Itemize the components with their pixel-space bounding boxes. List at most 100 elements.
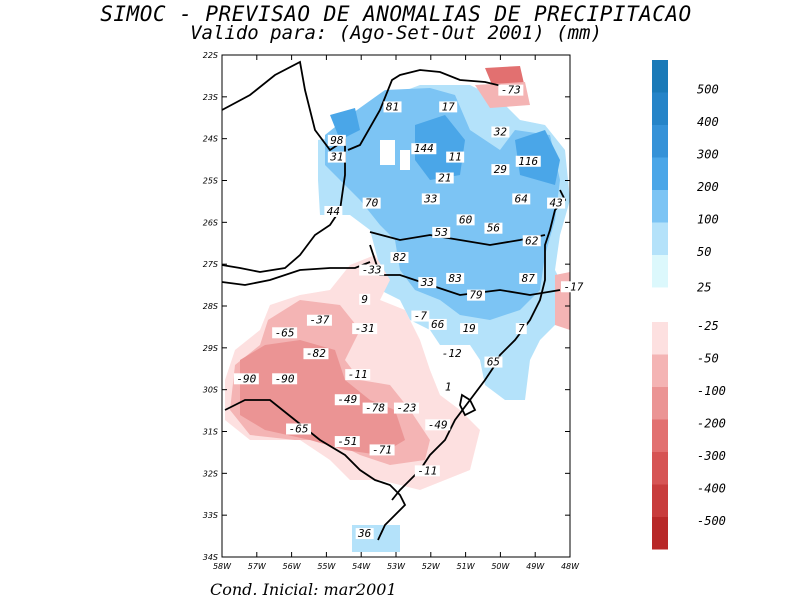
anomaly-label-bg [362,197,381,209]
lat-tick-label: 23S [203,93,218,102]
anomaly-label: 98 [330,134,344,147]
anomaly-label: 7 [518,322,525,335]
anomaly-label-bg [327,134,346,146]
lon-tick-label: 56W [283,562,302,571]
colorbar-label-negative: -25 [697,319,719,333]
anomaly-label-bg [491,126,510,138]
map-subtitle: Valido para: (Ago-Set-Out 2001) (mm) [190,22,602,44]
colorbar-label-positive: 50 [697,245,711,259]
colorbar-swatch-positive [652,92,668,125]
anomaly-label-bg [515,155,541,167]
anomaly-label-bg [345,369,371,381]
anomaly-label: 81 [386,100,399,113]
anomaly-label-bg [547,197,566,209]
colorbar-label-negative: -50 [697,352,719,366]
colorbar-swatch-positive [652,60,668,93]
anomaly-label: 43 [549,197,562,210]
colorbar-swatch-negative [652,484,668,517]
anomaly-label: -90 [275,372,295,385]
colorbar-swatch-negative [652,452,668,485]
anomaly-label-bg [439,348,465,360]
anomaly-label-bg [362,402,388,414]
anomaly-label: -78 [365,402,385,415]
colorbar-swatch-negative [652,387,668,420]
anomaly-label-bg [442,381,454,393]
anomaly-label-bg [446,151,465,163]
anomaly-label: -51 [337,435,357,448]
anomaly-label-bg [512,193,531,205]
anomaly-label-bg [359,293,371,305]
anomaly-label-bg [327,151,346,163]
anomaly-label: -7 [414,310,428,323]
anomaly-label-bg [515,323,527,335]
lat-tick-label: 29S [203,344,218,353]
border-uruguay [224,399,407,541]
anomaly-label-bg [355,528,374,540]
anomaly-label-bg [428,318,447,330]
anomaly-label: 53 [435,226,448,239]
colorbar-swatch-negative [652,322,668,355]
lat-tick-label: 30S [203,386,218,395]
anomaly-label: -33 [362,264,382,277]
anomaly-label: -23 [397,402,417,415]
anomaly-label: -17 [564,280,584,293]
longitude-axis: 58W 57W 56W 55W 54W 53W 52W 51W 50W 49W 48W [213,55,580,571]
map-title: SIMOC - PREVISAO DE ANOMALIAS DE PRECIPI… [100,2,692,26]
anomaly-label-bg [383,101,402,113]
lon-tick-label: 58W [213,562,232,571]
lat-tick-label: 28S [203,302,218,311]
anomaly-label-bg [393,402,419,414]
positive-gap [380,140,410,170]
anomaly-label: -11 [348,368,368,381]
anomaly-label-bg [467,289,486,301]
anomaly-label: 62 [525,234,539,247]
anomaly-label-bg [411,143,437,155]
lat-tick-label: 34S [203,553,218,562]
anomaly-label: 31 [329,151,343,164]
anomaly-label-bg [334,436,360,448]
lon-tick-label: 48W [561,562,580,571]
anomaly-label: 17 [442,100,456,113]
border-argentina [221,261,371,286]
negative-field-strong [240,340,405,455]
lon-tick-label: 53W [387,562,406,571]
lat-tick-label: 32S [203,469,218,478]
anomaly-label-bg [369,444,395,456]
colorbar-label-positive: 200 [697,180,719,194]
anomaly-label: 11 [449,151,462,164]
lat-tick-label: 24S [203,135,218,144]
anomaly-label-bg [272,327,298,339]
anomaly-label: -11 [417,464,437,477]
colorbar-label-negative: -100 [697,384,726,398]
anomaly-label: -71 [372,443,392,456]
anomaly-label-bg [390,251,409,263]
anomaly-label-bg [491,164,510,176]
anomaly-label: 60 [459,213,473,226]
anomaly-label: 66 [431,318,445,331]
anomaly-label: -90 [236,372,256,385]
anomaly-label: 36 [357,527,372,540]
anomaly-label-bg [418,277,437,289]
anomaly-label-bg [560,281,586,293]
anomaly-label-bg [498,84,524,96]
anomaly-label: -49 [337,393,357,406]
colorbar-swatch-negative [652,517,668,550]
anomaly-label-bg [272,373,298,385]
lon-tick-label: 57W [248,562,267,571]
lat-tick-label: 33S [203,511,218,520]
anomaly-label-bg [425,419,451,431]
lat-tick-label: 26S [203,218,218,227]
anomaly-label-bg [286,423,312,435]
anomaly-label-bg [456,214,475,226]
border-paraguay-north [221,60,346,273]
border-parana-sc [369,231,546,246]
positive-field-strong [330,108,560,185]
anomaly-label-bg [334,394,360,406]
anomaly-label: 56 [487,222,501,235]
lon-tick-label: 52W [422,562,441,571]
anomaly-label: -31 [355,322,375,335]
anomaly-label-bg [414,465,440,477]
colorbar-label-positive: 500 [697,83,719,97]
